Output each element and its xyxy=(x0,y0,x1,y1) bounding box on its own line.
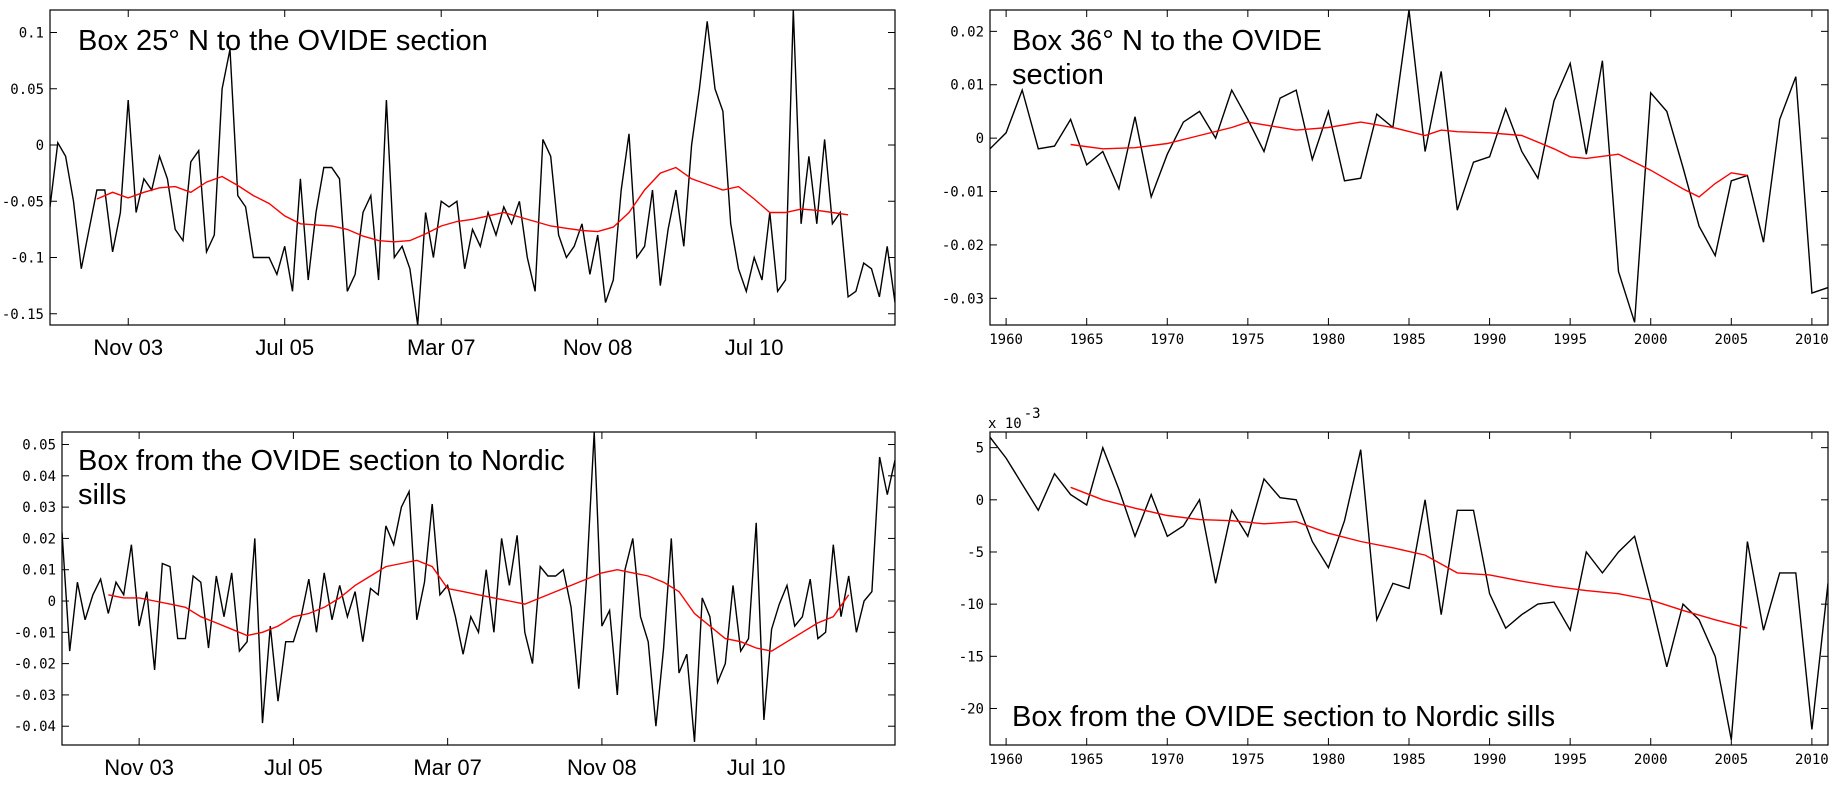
x-tick-label: 1970 xyxy=(1150,752,1184,768)
x-tick-label: 1980 xyxy=(1312,332,1346,348)
y-tick-label: -0.02 xyxy=(14,657,56,673)
series-line-smoothed xyxy=(108,559,850,652)
panel-title: sills xyxy=(78,479,126,511)
chart-panel-25N-ovide: 0.1 0.05 0 -0.05 -0.1 -0.15 Nov 03 Jul 05 Mar 07… xyxy=(2,9,896,360)
x-tick-label: 1975 xyxy=(1231,332,1265,348)
y-tick-label: 0 xyxy=(36,138,44,154)
y-tick-label: 0.02 xyxy=(22,531,56,547)
panel-title: Box 25° N to the OVIDE section xyxy=(78,25,488,57)
y-tick-label: 0.05 xyxy=(22,438,56,454)
y-multiplier-label: x 10-3 xyxy=(988,406,1041,432)
y-tick-label: 0.01 xyxy=(950,78,984,94)
panel-title: Box from the OVIDE section to Nordic sil… xyxy=(1012,701,1555,733)
y-tick-label: -0.02 xyxy=(942,238,984,254)
series-line-smoothed xyxy=(96,166,849,243)
series-line-monthly xyxy=(62,432,895,742)
chart-panel-ovide-nordic-annual: 5 0 -5 -10 -15 -20 1960 1965 1970 1975 1980 1985 199… xyxy=(959,406,1829,768)
x-tick-label: 2010 xyxy=(1795,752,1829,768)
y-multiplier-base: x 10 xyxy=(988,416,1022,432)
y-tick-label: -0.05 xyxy=(2,194,44,210)
series-line-smoothed xyxy=(1070,486,1748,629)
y-tick-label: 5 xyxy=(976,441,984,457)
x-tick-label: Mar 07 xyxy=(413,755,481,780)
y-tick-label: -15 xyxy=(959,649,984,665)
series-line-monthly xyxy=(50,10,895,325)
x-tick-label: Jul 10 xyxy=(727,755,786,780)
y-tick-label: 0.03 xyxy=(22,500,56,516)
y-tick-label: 0 xyxy=(976,131,984,147)
x-tick-label: 1990 xyxy=(1473,332,1507,348)
panel-title: Box 36° N to the OVIDE xyxy=(1012,25,1322,57)
y-tick-label: -0.03 xyxy=(14,688,56,704)
y-tick-label: 0.02 xyxy=(950,24,984,40)
x-tick-label: 2005 xyxy=(1714,332,1748,348)
panel-title: Box from the OVIDE section to Nordic xyxy=(78,445,565,477)
x-tick-label: Nov 03 xyxy=(104,755,174,780)
y-tick-label: -0.15 xyxy=(2,307,44,323)
x-tick-label: 1960 xyxy=(989,752,1023,768)
x-tick-label: 2000 xyxy=(1634,332,1668,348)
plot-area xyxy=(61,431,896,746)
x-tick-label: 1965 xyxy=(1070,752,1104,768)
y-tick-label: 0.1 xyxy=(19,26,44,42)
x-tick-label: Jul 10 xyxy=(725,335,784,360)
y-tick-label: 0 xyxy=(48,594,56,610)
y-tick-label: -0.01 xyxy=(942,185,984,201)
series-line-annual xyxy=(990,10,1828,323)
y-tick-label: -10 xyxy=(959,597,984,613)
x-tick-label: 1985 xyxy=(1392,332,1426,348)
x-tick-label: 1990 xyxy=(1473,752,1507,768)
y-tick-label: -0.04 xyxy=(14,719,56,735)
x-tick-label: Nov 08 xyxy=(563,335,633,360)
x-tick-label: 1975 xyxy=(1231,752,1265,768)
x-tick-label: 2010 xyxy=(1795,332,1829,348)
y-tick-label: 0.01 xyxy=(22,563,56,579)
x-tick-label: 1965 xyxy=(1070,332,1104,348)
y-tick-label: 0.04 xyxy=(22,469,56,485)
y-tick-label: 0 xyxy=(976,493,984,509)
y-tick-label: -0.03 xyxy=(942,291,984,307)
x-tick-label: 2005 xyxy=(1714,752,1748,768)
x-tick-label: Nov 08 xyxy=(567,755,637,780)
panel-title: section xyxy=(1012,59,1104,91)
x-tick-label: Nov 03 xyxy=(93,335,163,360)
x-tick-label: 1995 xyxy=(1553,332,1587,348)
y-tick-label: -20 xyxy=(959,701,984,717)
y-multiplier-exponent: -3 xyxy=(1024,406,1041,422)
y-tick-label: -0.1 xyxy=(10,251,44,267)
series-line-smoothed xyxy=(1070,121,1748,198)
x-tick-label: 1960 xyxy=(989,332,1023,348)
x-tick-label: 1985 xyxy=(1392,752,1426,768)
y-tick-label: -0.01 xyxy=(14,625,56,641)
x-tick-label: Jul 05 xyxy=(264,755,323,780)
x-tick-label: 1980 xyxy=(1312,752,1346,768)
y-tick-label: 0.05 xyxy=(10,82,44,98)
x-tick-label: 2000 xyxy=(1634,752,1668,768)
plot-area xyxy=(49,9,896,326)
series-line-annual xyxy=(990,436,1828,740)
x-tick-label: 1970 xyxy=(1150,332,1184,348)
x-tick-label: Jul 05 xyxy=(255,335,314,360)
y-tick-label: -5 xyxy=(967,545,984,561)
plot-area xyxy=(989,9,1829,326)
x-tick-label: 1995 xyxy=(1553,752,1587,768)
chart-panel-36N-ovide: 0.02 0.01 0 -0.01 -0.02 -0.03 1960 1965 1970 1975… xyxy=(942,9,1829,348)
x-tick-label: Mar 07 xyxy=(407,335,475,360)
chart-panel-ovide-nordic-monthly: 0.05 0.04 0.03 0.02 0.01 0 -0.01 -0.02 -0.03 -0.0… xyxy=(14,431,896,780)
